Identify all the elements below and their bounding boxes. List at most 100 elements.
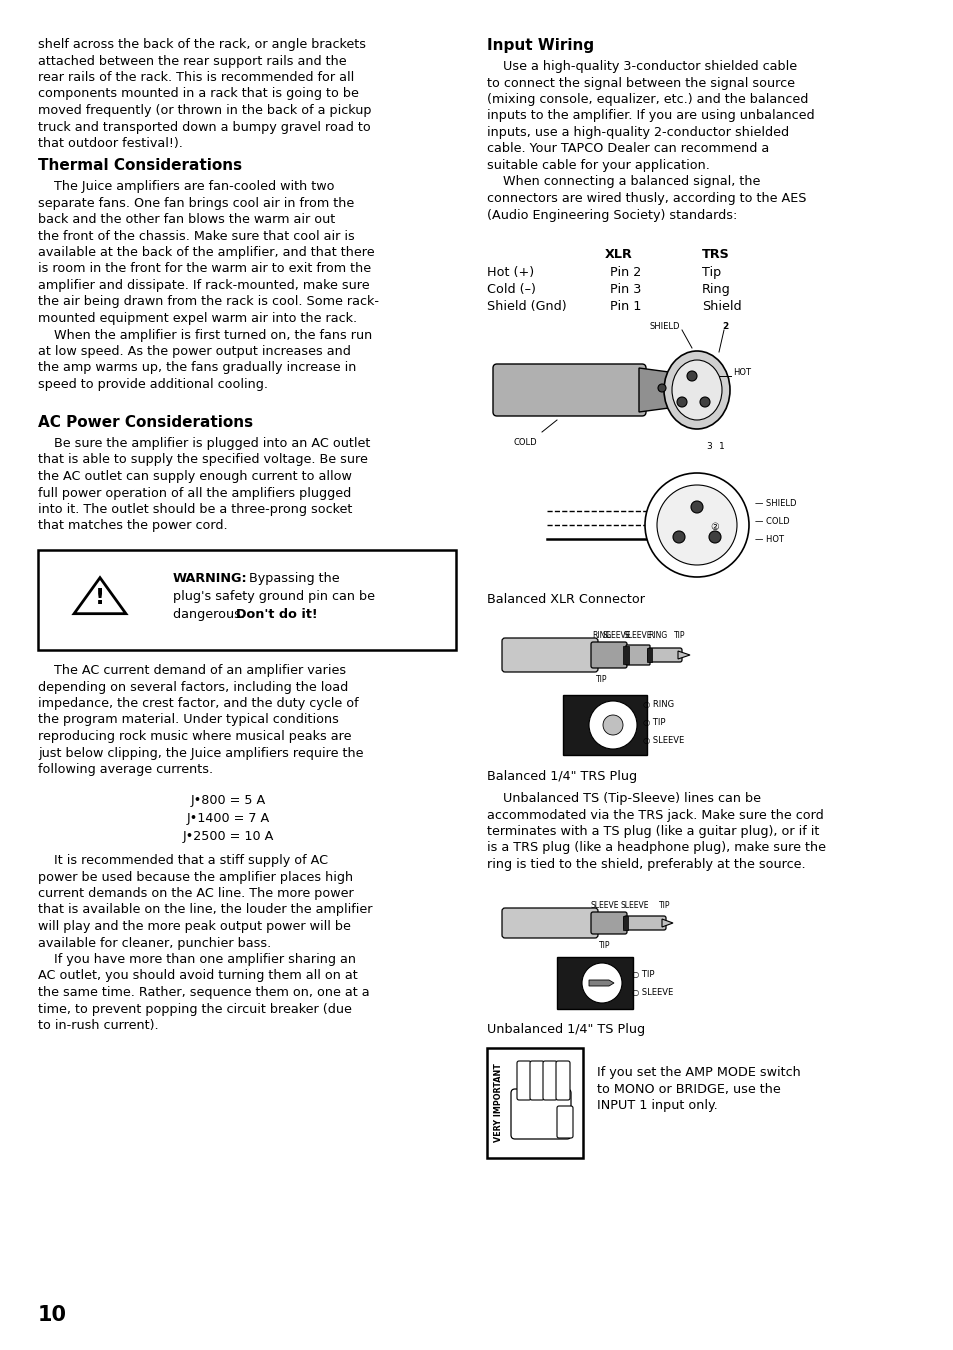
FancyBboxPatch shape: [556, 1061, 569, 1100]
Circle shape: [588, 701, 637, 749]
FancyBboxPatch shape: [517, 1061, 531, 1100]
Text: Be sure the amplifier is plugged into an AC outlet
that is able to supply the sp: Be sure the amplifier is plugged into an…: [38, 437, 370, 532]
Text: TIP: TIP: [596, 675, 607, 684]
FancyBboxPatch shape: [493, 364, 645, 416]
Text: !: !: [95, 589, 105, 608]
Circle shape: [672, 531, 684, 543]
FancyBboxPatch shape: [486, 1048, 582, 1158]
Text: J•2500 = 10 A: J•2500 = 10 A: [182, 830, 274, 842]
Text: Pin 3: Pin 3: [609, 284, 640, 296]
FancyBboxPatch shape: [511, 1089, 571, 1139]
Text: SLEEVE: SLEEVE: [590, 900, 618, 910]
Text: — HOT: — HOT: [754, 535, 783, 544]
Circle shape: [677, 397, 686, 406]
FancyBboxPatch shape: [647, 648, 681, 662]
Text: — SHIELD: — SHIELD: [754, 498, 796, 508]
Text: ○ SLEEVE: ○ SLEEVE: [642, 737, 683, 745]
Polygon shape: [639, 369, 668, 412]
Circle shape: [708, 531, 720, 543]
Text: 2: 2: [721, 323, 727, 331]
Text: The Juice amplifiers are fan-cooled with two
separate fans. One fan brings cool : The Juice amplifiers are fan-cooled with…: [38, 180, 378, 392]
Text: Shield (Gnd): Shield (Gnd): [486, 300, 566, 313]
Text: plug's safety ground pin can be: plug's safety ground pin can be: [172, 590, 375, 603]
Text: AC Power Considerations: AC Power Considerations: [38, 414, 253, 431]
Text: XLR: XLR: [604, 248, 632, 261]
Text: SLEEVE: SLEEVE: [620, 900, 649, 910]
Text: It is recommended that a stiff supply of AC
power be used because the amplifier : It is recommended that a stiff supply of…: [38, 855, 372, 1031]
Circle shape: [700, 397, 709, 406]
Text: SLEEVE: SLEEVE: [623, 630, 652, 640]
Circle shape: [690, 501, 702, 513]
Text: — COLD: — COLD: [754, 517, 789, 525]
Circle shape: [686, 371, 697, 381]
FancyBboxPatch shape: [530, 1061, 543, 1100]
Text: Pin 1: Pin 1: [609, 300, 640, 313]
Text: ○ SLEEVE: ○ SLEEVE: [631, 988, 673, 998]
Text: Cold (–): Cold (–): [486, 284, 536, 296]
Polygon shape: [661, 919, 672, 927]
Text: Ring: Ring: [701, 284, 730, 296]
FancyBboxPatch shape: [590, 913, 626, 934]
Ellipse shape: [663, 351, 729, 429]
Text: If you set the AMP MODE switch
to MONO or BRIDGE, use the
INPUT 1 input only.: If you set the AMP MODE switch to MONO o…: [597, 1066, 800, 1112]
Text: 10: 10: [38, 1305, 67, 1324]
FancyBboxPatch shape: [623, 917, 665, 930]
FancyBboxPatch shape: [501, 639, 598, 672]
FancyBboxPatch shape: [625, 645, 649, 666]
Text: HOT: HOT: [732, 369, 750, 377]
Text: Balanced XLR Connector: Balanced XLR Connector: [486, 593, 644, 606]
Circle shape: [657, 485, 737, 566]
FancyBboxPatch shape: [557, 1106, 573, 1138]
Text: ○ TIP: ○ TIP: [631, 971, 654, 980]
Text: ②: ②: [710, 522, 719, 532]
Text: 3: 3: [705, 441, 711, 451]
Text: J•800 = 5 A: J•800 = 5 A: [191, 794, 265, 807]
Text: ○ RING: ○ RING: [642, 701, 674, 710]
Text: VERY IMPORTANT: VERY IMPORTANT: [494, 1064, 503, 1142]
FancyArrow shape: [588, 980, 614, 986]
Text: RING: RING: [592, 630, 611, 640]
FancyBboxPatch shape: [622, 647, 628, 664]
Text: Bypassing the: Bypassing the: [245, 572, 339, 585]
Text: Hot (+): Hot (+): [486, 266, 534, 279]
Text: TIP: TIP: [659, 900, 670, 910]
Text: 1: 1: [719, 441, 724, 451]
Ellipse shape: [671, 360, 721, 420]
Text: SHIELD: SHIELD: [649, 323, 679, 331]
FancyBboxPatch shape: [590, 643, 626, 668]
Text: COLD: COLD: [513, 437, 537, 447]
Text: shelf across the back of the rack, or angle brackets
attached between the rear s: shelf across the back of the rack, or an…: [38, 38, 371, 150]
Text: Balanced 1/4" TRS Plug: Balanced 1/4" TRS Plug: [486, 769, 637, 783]
Text: Unbalanced TS (Tip-Sleeve) lines can be
accommodated via the TRS jack. Make sure: Unbalanced TS (Tip-Sleeve) lines can be …: [486, 792, 825, 871]
Text: dangerous.: dangerous.: [172, 608, 249, 621]
Text: Use a high-quality 3-conductor shielded cable
to connect the signal between the : Use a high-quality 3-conductor shielded …: [486, 59, 814, 221]
Text: Shield: Shield: [701, 300, 740, 313]
Text: Pin 2: Pin 2: [609, 266, 640, 279]
Text: ○ TIP: ○ TIP: [642, 718, 665, 728]
Text: WARNING:: WARNING:: [172, 572, 248, 585]
Text: TIP: TIP: [674, 630, 685, 640]
Text: J•1400 = 7 A: J•1400 = 7 A: [186, 811, 270, 825]
Circle shape: [581, 963, 621, 1003]
Text: The AC current demand of an amplifier varies
depending on several factors, inclu: The AC current demand of an amplifier va…: [38, 664, 363, 776]
FancyBboxPatch shape: [542, 1061, 557, 1100]
FancyBboxPatch shape: [501, 909, 598, 938]
Circle shape: [658, 383, 665, 392]
FancyBboxPatch shape: [38, 549, 456, 649]
FancyBboxPatch shape: [562, 695, 646, 755]
Text: TRS: TRS: [701, 248, 729, 261]
Circle shape: [644, 472, 748, 576]
Text: Input Wiring: Input Wiring: [486, 38, 594, 53]
Text: TIP: TIP: [598, 941, 610, 950]
Text: Don't do it!: Don't do it!: [235, 608, 317, 621]
FancyBboxPatch shape: [646, 648, 651, 662]
Text: Unbalanced 1/4" TS Plug: Unbalanced 1/4" TS Plug: [486, 1023, 644, 1035]
Text: SLEEVE: SLEEVE: [602, 630, 631, 640]
Circle shape: [602, 716, 622, 734]
Polygon shape: [678, 651, 689, 659]
Text: RING: RING: [648, 630, 667, 640]
FancyBboxPatch shape: [622, 917, 627, 930]
FancyBboxPatch shape: [557, 957, 633, 1008]
Text: Thermal Considerations: Thermal Considerations: [38, 158, 242, 173]
Text: Tip: Tip: [701, 266, 720, 279]
